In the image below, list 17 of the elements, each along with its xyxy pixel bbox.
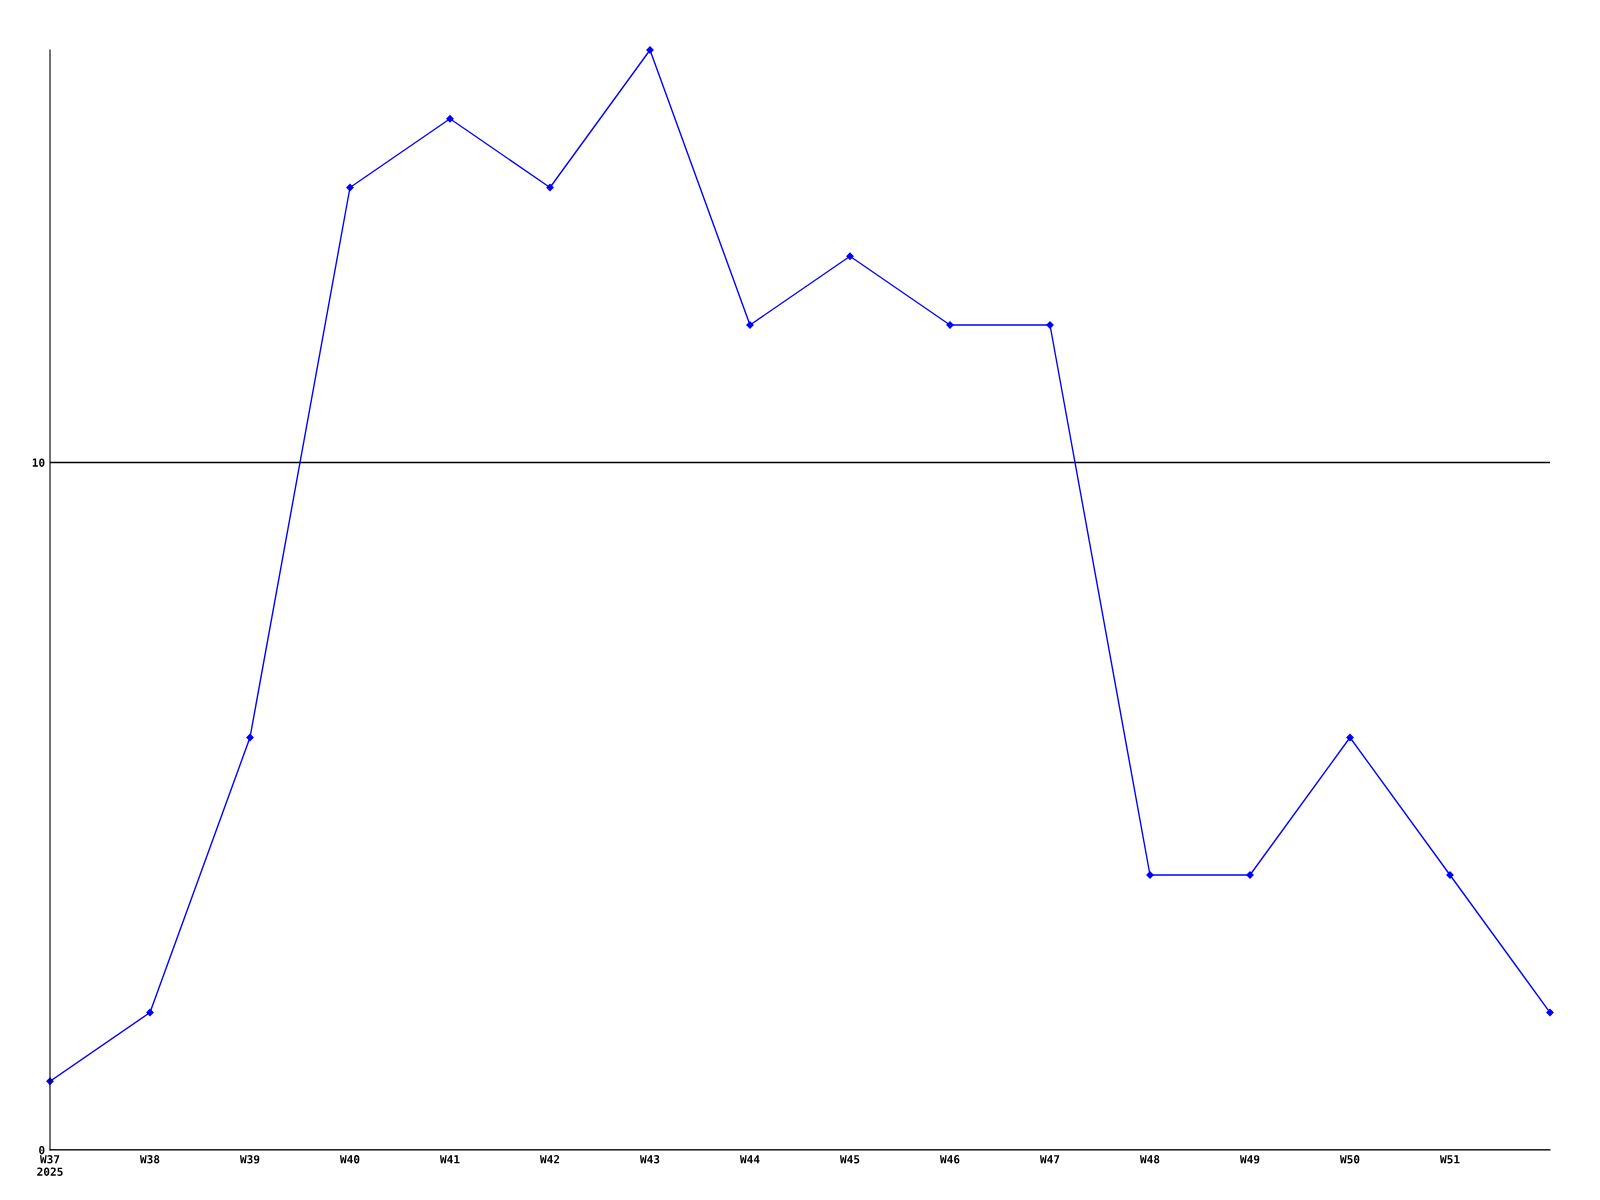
x-tick-label: W47 bbox=[1039, 1155, 1060, 1164]
x-tick-label: W40 bbox=[339, 1155, 360, 1164]
x-tick-label: W44 bbox=[739, 1155, 760, 1164]
y-tick-label: 0 bbox=[39, 1145, 45, 1155]
x-tick-label: W41 bbox=[439, 1155, 460, 1164]
x-tick-label: W38 bbox=[139, 1155, 160, 1164]
x-tick-label: W37 2025 bbox=[37, 1155, 63, 1176]
x-tick-label: W43 bbox=[639, 1155, 660, 1164]
y-tick-label: 10 bbox=[32, 458, 45, 467]
x-tick-label: W48 bbox=[1139, 1155, 1160, 1164]
x-tick-label: W46 bbox=[939, 1155, 960, 1164]
x-tick-label: W50 bbox=[1339, 1155, 1360, 1164]
x-tick-label: W39 bbox=[239, 1155, 260, 1164]
x-tick-label: W45 bbox=[839, 1155, 860, 1164]
x-tick-label: W49 bbox=[1239, 1155, 1260, 1164]
x-tick-label: W42 bbox=[539, 1155, 560, 1164]
x-tick-label: W51 bbox=[1439, 1155, 1460, 1164]
